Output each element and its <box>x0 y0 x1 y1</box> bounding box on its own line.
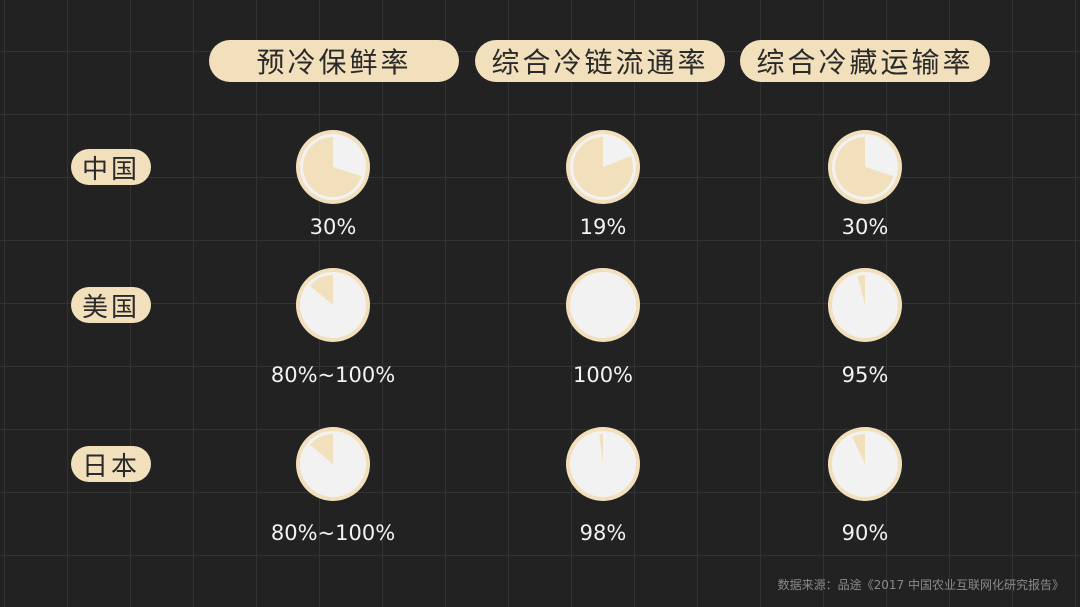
pie-remainder-slice <box>303 137 362 197</box>
value-label: 95% <box>841 363 889 387</box>
column-header: 综合冷藏运输率 <box>740 40 990 82</box>
pie-chart <box>566 268 640 342</box>
pie-remainder-slice <box>309 434 333 464</box>
value-label: 80%~100% <box>270 521 396 545</box>
value-label: 98% <box>579 521 627 545</box>
pie-chart <box>566 130 640 204</box>
pie-chart <box>296 268 370 342</box>
value-label: 30% <box>841 215 889 239</box>
pie-chart <box>828 427 902 501</box>
pie-remainder-slice <box>573 137 633 197</box>
pie-remainder-slice <box>835 137 894 197</box>
value-label: 100% <box>572 363 634 387</box>
pie-chart <box>296 130 370 204</box>
row-label: 中国 <box>71 149 151 185</box>
column-header: 综合冷链流通率 <box>475 40 725 82</box>
value-label: 19% <box>579 215 627 239</box>
row-label: 美国 <box>71 287 151 323</box>
row-label: 日本 <box>71 446 151 482</box>
pie-chart <box>296 427 370 501</box>
pie-remainder-slice <box>599 434 603 464</box>
column-header: 预冷保鲜率 <box>209 40 459 82</box>
value-label: 80%~100% <box>270 363 396 387</box>
pie-chart <box>828 268 902 342</box>
pie-remainder-slice <box>857 275 865 305</box>
value-label: 30% <box>309 215 357 239</box>
pie-remainder-slice <box>852 434 865 464</box>
source-note: 数据来源：品途《2017 中国农业互联网化研究报告》 <box>777 578 1064 592</box>
pie-chart <box>828 130 902 204</box>
pie-chart <box>566 427 640 501</box>
pie-ring <box>570 272 636 338</box>
pie-remainder-slice <box>309 275 333 305</box>
value-label: 90% <box>841 521 889 545</box>
